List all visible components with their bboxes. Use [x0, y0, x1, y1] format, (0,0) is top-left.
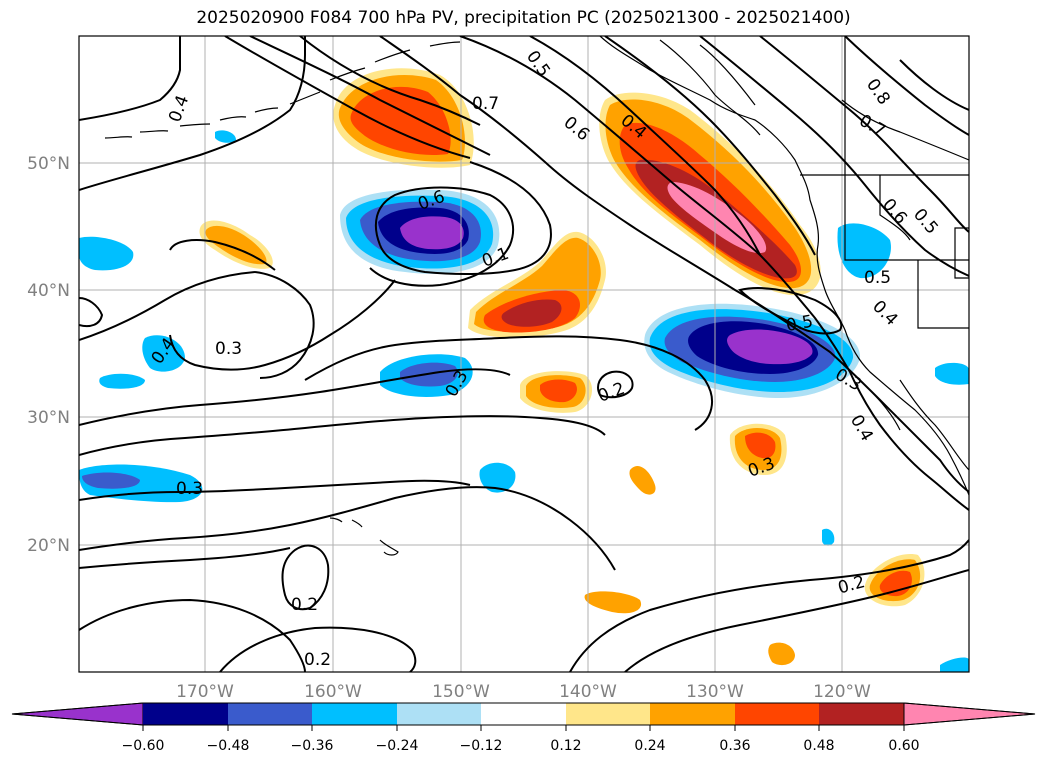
lat-label-40n: 40°N — [27, 281, 70, 301]
longitude-labels: 170°W 160°W 150°W 140°W 130°W 120°W — [176, 682, 871, 702]
map-plot-area: 0.4 0.5 0.7 0.6 0.4 0.8 0.7 0.6 0.5 0.6 … — [79, 36, 969, 672]
colorbar-bin — [397, 703, 481, 725]
positive-anomaly-28n — [729, 423, 787, 475]
colorbar-tick-label: 0.48 — [803, 738, 834, 754]
negative-anomaly-small-f — [822, 528, 835, 546]
negative-anomaly-west-e — [82, 472, 140, 489]
positive-anomaly-small-c — [768, 642, 795, 666]
colorbar-bin — [481, 703, 566, 725]
negative-anomaly-small-e — [215, 130, 236, 143]
colorbar-bin — [566, 703, 650, 725]
positive-anomaly-central — [468, 231, 606, 338]
lon-label-120w: 120°W — [813, 682, 871, 702]
colorbar-tick-label: −0.12 — [460, 738, 503, 754]
colorbar-bin — [143, 703, 228, 725]
colorbar-tick-label: −0.60 — [122, 738, 165, 754]
lat-label-20n: 20°N — [27, 536, 70, 556]
colorbar: −0.60 −0.48 −0.36 −0.24 −0.12 0.12 0.24 … — [11, 702, 1036, 754]
lon-label-150w: 150°W — [432, 682, 490, 702]
lat-label-30n: 30°N — [27, 408, 70, 428]
negative-anomaly-west-b — [142, 335, 185, 372]
negative-anomaly-east — [644, 303, 861, 398]
lon-label-130w: 130°W — [686, 682, 744, 702]
contour-label: 0.5 — [864, 268, 891, 288]
negative-anomaly-west-a — [79, 236, 134, 271]
lat-label-50n: 50°N — [27, 154, 70, 174]
colorbar-tick-label: 0.60 — [888, 738, 919, 754]
colorbar-bin — [650, 703, 735, 725]
contour-label: 0.3 — [176, 479, 203, 499]
positive-anomaly-small-b — [584, 591, 642, 614]
colorbar-tick-labels: −0.60 −0.48 −0.36 −0.24 −0.12 0.12 0.24 … — [122, 738, 920, 754]
lon-label-160w: 160°W — [304, 682, 362, 702]
negative-anomaly-east-edge — [935, 362, 969, 385]
contour-label: 0.2 — [291, 595, 318, 615]
negative-anomaly-25n — [479, 462, 516, 493]
colorbar-tick-label: 0.36 — [719, 738, 750, 754]
pv-contours — [79, 36, 969, 672]
lon-label-170w: 170°W — [176, 682, 234, 702]
contour-label: 0.2 — [304, 650, 331, 670]
coastlines — [104, 36, 969, 556]
colorbar-tick-label: 0.12 — [550, 738, 581, 754]
contour-label: 0.3 — [215, 339, 242, 359]
contour-label: 0.5 — [785, 312, 815, 336]
colorbar-extend-high — [903, 702, 1036, 726]
map-frame — [78, 35, 970, 673]
colorbar-bin — [312, 703, 397, 725]
negative-anomaly-se-corner — [940, 657, 969, 672]
positive-anomaly-17n — [864, 554, 925, 607]
colorbar-ticks — [142, 725, 905, 731]
colorbar-extend-low — [11, 702, 144, 726]
negative-anomaly-west-c — [99, 373, 145, 389]
colorbar-tick-label: −0.24 — [376, 738, 419, 754]
colorbar-tick-label: 0.24 — [634, 738, 665, 754]
colorbar-tick-label: −0.48 — [207, 738, 250, 754]
map-title: 2025020900 F084 700 hPa PV, precipitatio… — [196, 8, 851, 28]
colorbar-bin — [228, 703, 312, 725]
colorbar-bin — [819, 703, 904, 725]
positive-anomaly-small-30n — [520, 371, 593, 413]
lon-label-140w: 140°W — [559, 682, 617, 702]
latitude-labels: 50°N 40°N 30°N 20°N — [27, 154, 70, 556]
colorbar-tick-label: −0.36 — [291, 738, 334, 754]
positive-anomaly-small-a — [629, 465, 656, 495]
colorbar-bin — [735, 703, 819, 725]
negative-anomaly-coast — [837, 223, 891, 279]
contour-label: 0.7 — [472, 94, 499, 114]
